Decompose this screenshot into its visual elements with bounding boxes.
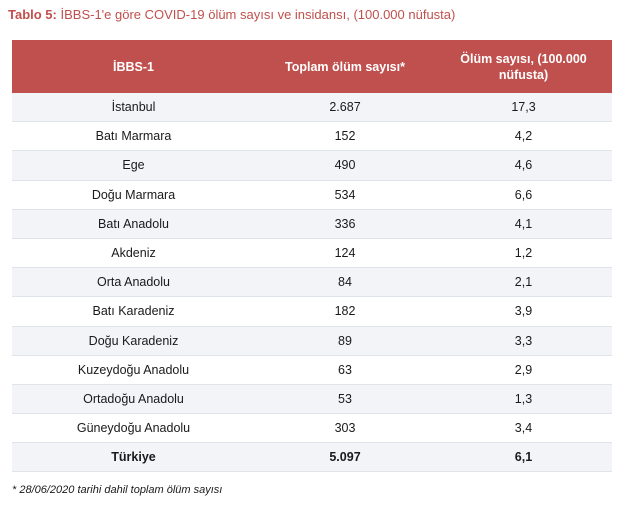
rate-cell: 3,4 (435, 413, 612, 444)
rate-cell: 2,9 (435, 355, 612, 385)
region-cell: Orta Anadolu (12, 267, 255, 298)
region-cell: Batı Karadeniz (12, 296, 255, 327)
region-cell: Güneydoğu Anadolu (12, 413, 255, 444)
rate-cell: 4,2 (435, 121, 612, 152)
region-cell: Kuzeydoğu Anadolu (12, 355, 255, 385)
caption-text: İBBS-1'e göre COVID-19 ölüm sayısı ve in… (60, 7, 456, 22)
table-row: Orta Anadolu 84 2,1 (12, 267, 612, 298)
table-row: Ege 490 4,6 (12, 150, 612, 181)
region-cell: Akdeniz (12, 238, 255, 269)
table-row: Akdeniz 124 1,2 (12, 238, 612, 269)
total-label-cell: Türkiye (12, 442, 255, 473)
deaths-cell: 336 (255, 209, 435, 239)
caption-label: Tablo 5: (8, 7, 57, 22)
footnote: * 28/06/2020 tarihi dahil toplam ölüm sa… (12, 484, 223, 496)
total-rate-cell: 6,1 (435, 442, 612, 473)
table-row: Batı Karadeniz 182 3,9 (12, 296, 612, 327)
rate-cell: 17,3 (435, 93, 612, 123)
region-cell: Batı Anadolu (12, 209, 255, 239)
rate-cell: 3,3 (435, 326, 612, 356)
rate-cell: 2,1 (435, 267, 612, 298)
table-caption: Tablo 5: İBBS-1'e göre COVID-19 ölüm say… (8, 7, 455, 22)
header-region: İBBS-1 (12, 40, 255, 93)
deaths-cell: 124 (255, 238, 435, 269)
rate-cell: 6,6 (435, 180, 612, 210)
deaths-cell: 89 (255, 326, 435, 356)
deaths-cell: 182 (255, 296, 435, 327)
deaths-cell: 84 (255, 267, 435, 298)
header-total-deaths: Toplam ölüm sayısı* (255, 40, 435, 93)
header-death-rate: Ölüm sayısı, (100.000 nüfusta) (435, 40, 612, 93)
covid-deaths-table: İBBS-1 Toplam ölüm sayısı* Ölüm sayısı, … (12, 40, 612, 473)
total-row: Türkiye 5.097 6,1 (12, 442, 612, 473)
table-row: Batı Marmara 152 4,2 (12, 121, 612, 152)
header-row: İBBS-1 Toplam ölüm sayısı* Ölüm sayısı, … (12, 40, 612, 93)
table-row: Batı Anadolu 336 4,1 (12, 209, 612, 239)
region-cell: Ege (12, 150, 255, 181)
deaths-cell: 152 (255, 121, 435, 152)
deaths-cell: 2.687 (255, 93, 435, 123)
table-row: Ortadoğu Anadolu 53 1,3 (12, 384, 612, 415)
deaths-cell: 303 (255, 413, 435, 444)
region-cell: İstanbul (12, 93, 255, 123)
table-row: Güneydoğu Anadolu 303 3,4 (12, 413, 612, 444)
deaths-cell: 63 (255, 355, 435, 385)
rate-cell: 4,1 (435, 209, 612, 239)
region-cell: Doğu Karadeniz (12, 326, 255, 356)
table-row: Kuzeydoğu Anadolu 63 2,9 (12, 355, 612, 385)
rate-cell: 1,3 (435, 384, 612, 415)
total-deaths-cell: 5.097 (255, 442, 435, 473)
region-cell: Batı Marmara (12, 121, 255, 152)
deaths-cell: 490 (255, 150, 435, 181)
table-row: Doğu Karadeniz 89 3,3 (12, 326, 612, 356)
rate-cell: 4,6 (435, 150, 612, 181)
table-row: Doğu Marmara 534 6,6 (12, 180, 612, 210)
region-cell: Ortadoğu Anadolu (12, 384, 255, 415)
deaths-cell: 53 (255, 384, 435, 415)
region-cell: Doğu Marmara (12, 180, 255, 210)
rate-cell: 3,9 (435, 296, 612, 327)
deaths-cell: 534 (255, 180, 435, 210)
rate-cell: 1,2 (435, 238, 612, 269)
table-row: İstanbul 2.687 17,3 (12, 93, 612, 123)
